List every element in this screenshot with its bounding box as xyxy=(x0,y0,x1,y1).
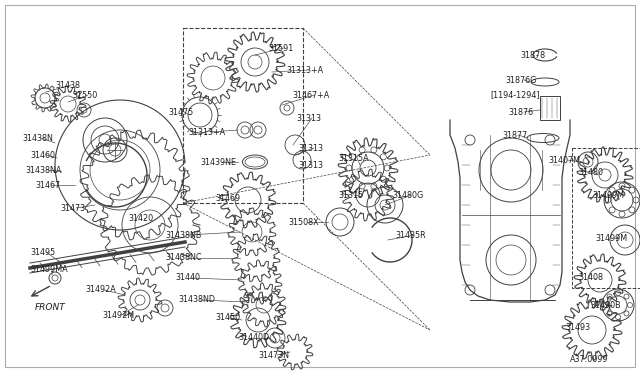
Text: A37:0099: A37:0099 xyxy=(570,356,609,365)
Text: 31480G: 31480G xyxy=(392,190,423,199)
Text: 31438NB: 31438NB xyxy=(165,231,202,240)
Text: 31313: 31313 xyxy=(298,160,323,170)
Text: 31492M: 31492M xyxy=(102,311,134,320)
Text: 31450: 31450 xyxy=(215,314,240,323)
Text: 31439NE: 31439NE xyxy=(200,157,236,167)
Text: 31480: 31480 xyxy=(578,167,603,176)
Text: 31460: 31460 xyxy=(30,151,55,160)
Text: 31407M: 31407M xyxy=(548,155,580,164)
Text: 31876G: 31876G xyxy=(505,76,536,84)
Text: 31876: 31876 xyxy=(508,108,533,116)
Text: 31420: 31420 xyxy=(128,214,153,222)
Text: 31315A: 31315A xyxy=(338,154,369,163)
Text: 31877: 31877 xyxy=(502,131,527,140)
Text: 31440D: 31440D xyxy=(238,334,269,343)
Bar xyxy=(540,96,560,120)
Text: 31435R: 31435R xyxy=(395,231,426,240)
Text: 31499MA: 31499MA xyxy=(30,266,68,275)
Text: 31313: 31313 xyxy=(298,144,323,153)
Text: 31313+A: 31313+A xyxy=(286,65,323,74)
Text: 31490B: 31490B xyxy=(590,301,621,310)
Text: 31438NC: 31438NC xyxy=(165,253,202,263)
Text: 31492A: 31492A xyxy=(85,285,116,295)
Text: 31409M: 31409M xyxy=(592,190,624,199)
Text: 31878: 31878 xyxy=(520,51,545,60)
Text: [1194-1294]: [1194-1294] xyxy=(490,90,540,99)
Text: 31469: 31469 xyxy=(215,193,240,202)
Text: FRONT: FRONT xyxy=(35,302,66,311)
Bar xyxy=(183,28,303,203)
Text: 31440: 31440 xyxy=(175,273,200,282)
Text: 31499M: 31499M xyxy=(595,234,627,243)
Text: 31438: 31438 xyxy=(55,80,80,90)
Text: 31315: 31315 xyxy=(338,190,363,199)
Bar xyxy=(572,148,640,288)
Text: 31313+A: 31313+A xyxy=(188,128,225,137)
Text: 31467+A: 31467+A xyxy=(292,90,329,99)
Text: 31493: 31493 xyxy=(565,324,590,333)
Text: 31591: 31591 xyxy=(268,44,293,52)
Text: 31495: 31495 xyxy=(30,247,55,257)
Text: 31473N: 31473N xyxy=(258,350,289,359)
Text: 31467: 31467 xyxy=(35,180,60,189)
Text: 31473: 31473 xyxy=(60,203,85,212)
Text: 31408: 31408 xyxy=(578,273,603,282)
Text: 31438N: 31438N xyxy=(22,134,53,142)
Text: 31475: 31475 xyxy=(168,108,193,116)
Text: 31550: 31550 xyxy=(72,90,97,99)
Text: 31508X: 31508X xyxy=(288,218,319,227)
Text: 31438ND: 31438ND xyxy=(178,295,215,305)
Text: 31438NA: 31438NA xyxy=(25,166,61,174)
Text: 31313: 31313 xyxy=(296,113,321,122)
